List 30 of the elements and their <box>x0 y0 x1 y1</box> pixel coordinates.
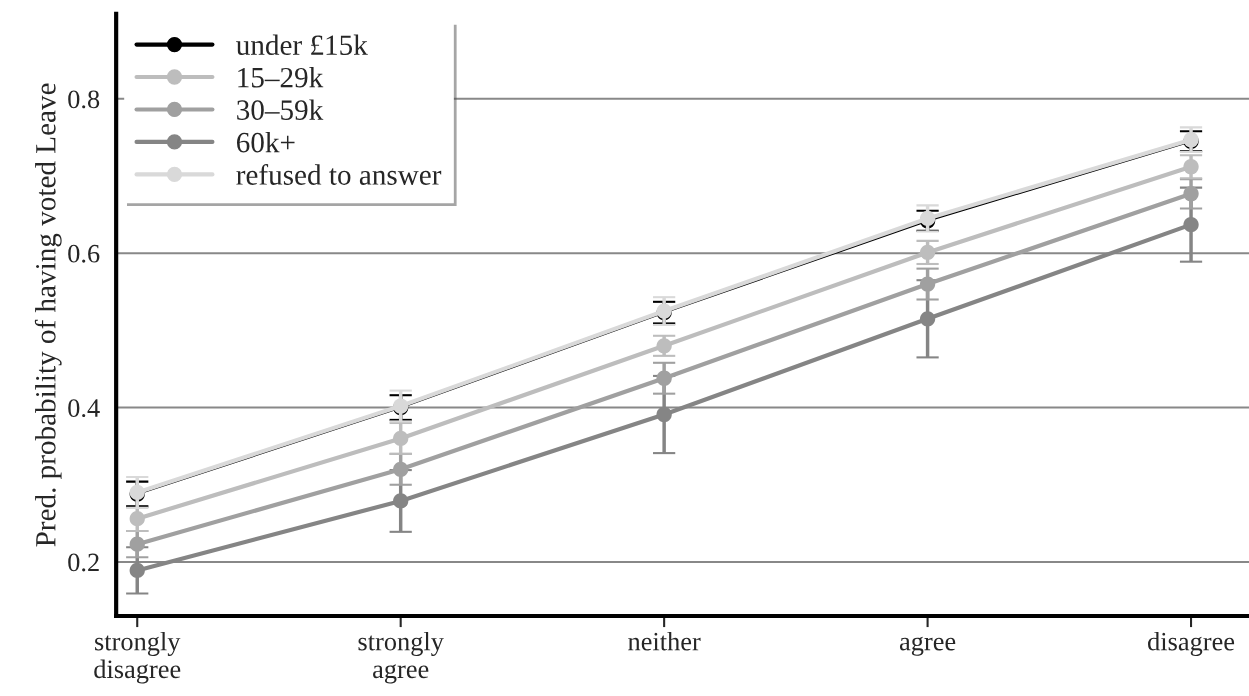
x-tick-label: disagree <box>1148 631 1235 656</box>
point <box>656 338 672 354</box>
point <box>129 562 145 579</box>
point <box>1183 186 1199 202</box>
y-axis-title: Pred. probability of having voted Leave <box>34 83 62 547</box>
point <box>919 276 936 292</box>
x-tick-label: strongly disagree <box>94 631 181 684</box>
x-tick-label: neither <box>628 631 701 651</box>
y-tick-label: 0.4 <box>68 399 100 418</box>
point <box>129 511 145 527</box>
point <box>393 493 409 509</box>
point <box>129 536 145 552</box>
point <box>656 406 672 423</box>
point <box>1183 159 1199 175</box>
x-tick-label: strongly agree <box>358 631 444 684</box>
legend-label: refused to answer <box>236 164 442 185</box>
point <box>919 311 936 327</box>
y-tick-label: 0.8 <box>68 90 100 109</box>
point <box>393 430 409 447</box>
y-tick-label: 0.2 <box>68 553 99 572</box>
legend-label: 60k+ <box>236 131 295 153</box>
point <box>656 370 672 386</box>
point <box>393 461 409 477</box>
legend-label: 30–59k <box>237 99 324 120</box>
y-tick-label: 0.6 <box>68 244 100 263</box>
x-tick-label: agree <box>899 636 956 656</box>
point <box>919 244 936 261</box>
point <box>1183 216 1199 233</box>
legend-label: 15–29k <box>238 66 324 88</box>
legend-label: under £15k <box>236 34 368 56</box>
